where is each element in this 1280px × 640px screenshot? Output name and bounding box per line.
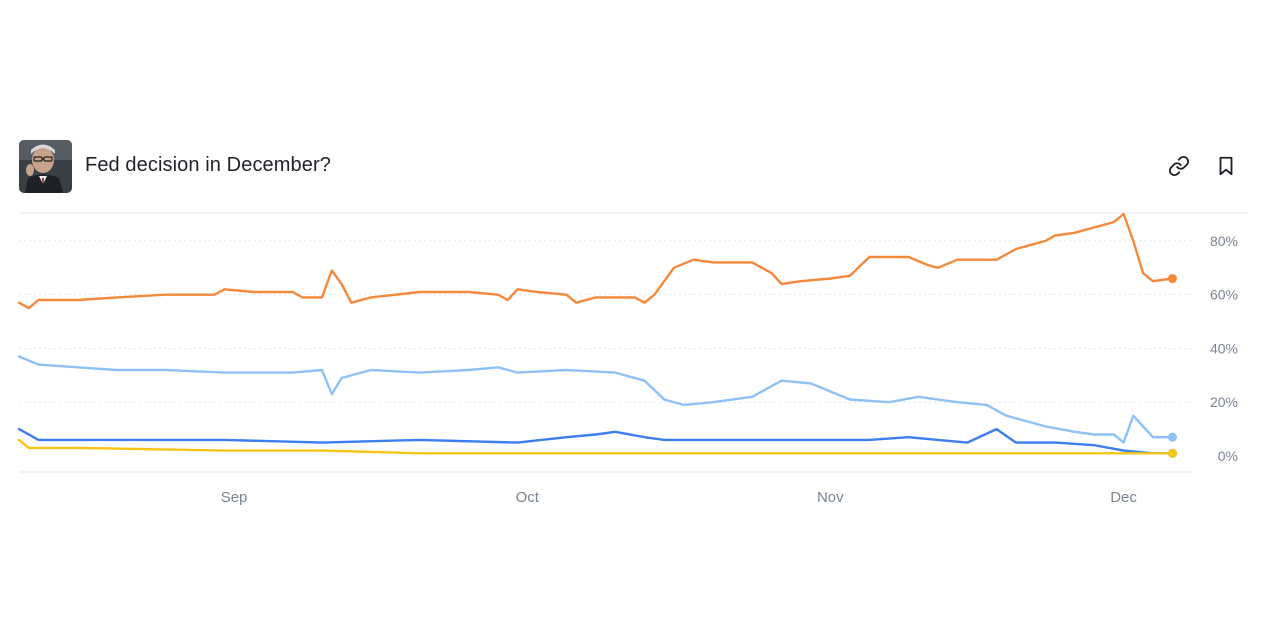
x-tick-label: Dec [1110,489,1137,506]
series-line [17,355,1174,444]
price-chart[interactable]: 0% 20% 40% 60% 80% Sep Oct Nov Dec [0,200,1280,520]
bookmark-button[interactable] [1213,153,1239,179]
copy-link-button[interactable] [1166,153,1192,179]
market-header: Fed decision in December? [19,140,1259,193]
series-end-marker [1167,448,1177,458]
series-end-marker [1167,274,1177,284]
bookmark-icon [1219,156,1233,176]
y-tick-label: 60% [1210,287,1238,303]
x-tick-label: Oct [516,489,540,506]
market-title: Fed decision in December? [85,154,331,176]
y-tick-label: 40% [1210,340,1238,356]
avatar [19,140,72,193]
y-tick-label: 0% [1218,448,1238,464]
chart-svg: 0% 20% 40% 60% 80% Sep Oct Nov Dec [17,212,1248,506]
avatar-image [19,140,72,193]
series-line [17,212,1174,310]
x-tick-label: Sep [221,489,248,506]
y-tick-label: 20% [1210,394,1238,410]
link-icon [1168,155,1190,177]
x-tick-label: Nov [817,489,844,506]
series-end-marker [1167,432,1177,442]
y-tick-label: 80% [1210,233,1238,249]
series-line [17,438,1174,455]
series-line [17,427,1174,455]
